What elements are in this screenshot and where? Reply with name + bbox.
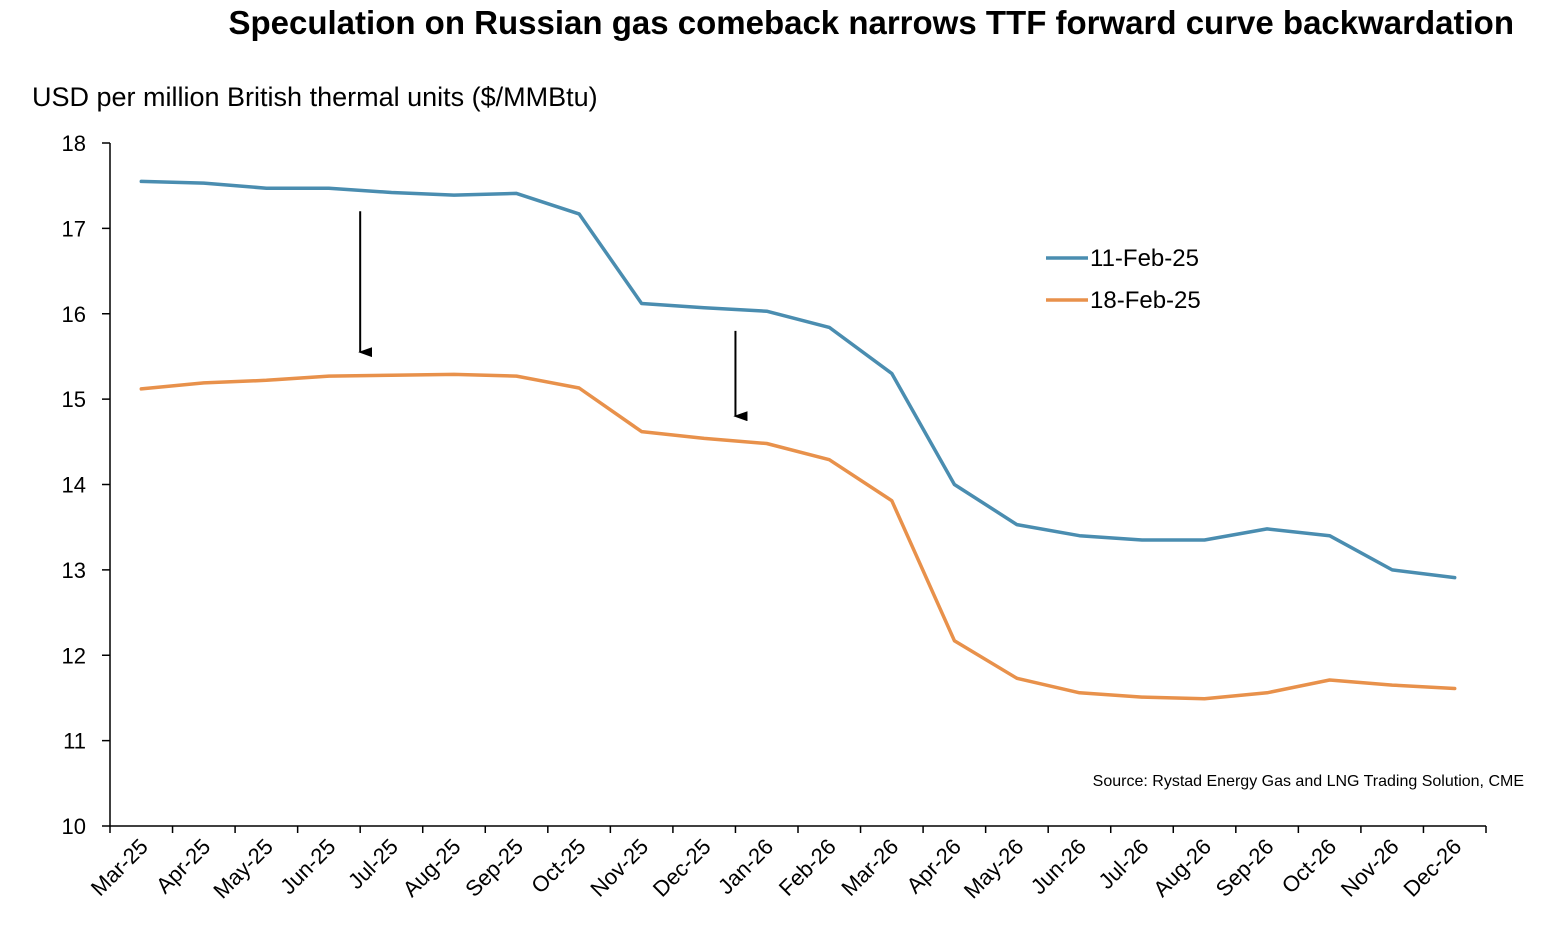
y-axis-label: USD per million British thermal units ($… bbox=[32, 82, 598, 112]
x-tick-label: Dec-26 bbox=[1398, 834, 1466, 902]
x-tick-label: Dec-25 bbox=[648, 834, 716, 902]
y-tick-labels: 10 11 12 13 14 15 16 17 18 bbox=[62, 131, 86, 839]
chart-title: Speculation on Russian gas comeback narr… bbox=[228, 4, 1514, 41]
x-tick-label: Jul-26 bbox=[1093, 834, 1153, 894]
x-tick-label: Oct-25 bbox=[526, 834, 590, 898]
y-tick-label: 15 bbox=[62, 387, 86, 412]
series-line-1 bbox=[139, 179, 1457, 580]
y-tick-label: 13 bbox=[62, 558, 86, 583]
x-tick-label: May-26 bbox=[959, 834, 1029, 904]
x-tick-label: Sep-25 bbox=[460, 834, 528, 902]
x-tick-label: Aug-26 bbox=[1148, 834, 1216, 902]
x-tick-label: Apr-26 bbox=[902, 834, 966, 898]
y-tick-label: 14 bbox=[62, 473, 86, 498]
y-tick-label: 18 bbox=[62, 131, 86, 156]
x-tick-label: Sep-26 bbox=[1211, 834, 1279, 902]
x-tick-label: Jun-26 bbox=[1026, 834, 1091, 899]
y-tick-label: 12 bbox=[62, 643, 86, 668]
series-line-2 bbox=[139, 372, 1457, 701]
y-tick-label: 10 bbox=[62, 814, 86, 839]
x-tick-label: Nov-26 bbox=[1336, 834, 1404, 902]
series-lines bbox=[139, 179, 1457, 701]
axes bbox=[102, 142, 1487, 833]
x-tick-label: Feb-26 bbox=[774, 834, 841, 901]
x-tick-label: Jul-25 bbox=[343, 834, 403, 894]
legend-label-1: 11-Feb-25 bbox=[1090, 245, 1199, 272]
annotations bbox=[358, 211, 748, 422]
x-tick-label: Mar-26 bbox=[836, 834, 903, 901]
x-tick-label: Jun-25 bbox=[275, 834, 340, 899]
y-tick-label: 17 bbox=[62, 216, 86, 241]
source-note: Source: Rystad Energy Gas and LNG Tradin… bbox=[1093, 773, 1524, 790]
x-tick-label: Jan-26 bbox=[713, 834, 778, 899]
x-tick-label: Nov-25 bbox=[585, 834, 653, 902]
x-tick-label: Mar-25 bbox=[86, 834, 153, 901]
x-tick-label: Aug-25 bbox=[398, 834, 466, 902]
x-tick-label: Apr-25 bbox=[151, 834, 215, 898]
legend-label-2: 18-Feb-25 bbox=[1090, 287, 1201, 314]
x-tick-label: Oct-26 bbox=[1277, 834, 1341, 898]
y-tick-label: 16 bbox=[62, 302, 86, 327]
legend: 11-Feb-25 18-Feb-25 bbox=[1046, 245, 1201, 314]
y-tick-label: 11 bbox=[63, 729, 86, 754]
x-tick-label: May-25 bbox=[208, 834, 278, 904]
